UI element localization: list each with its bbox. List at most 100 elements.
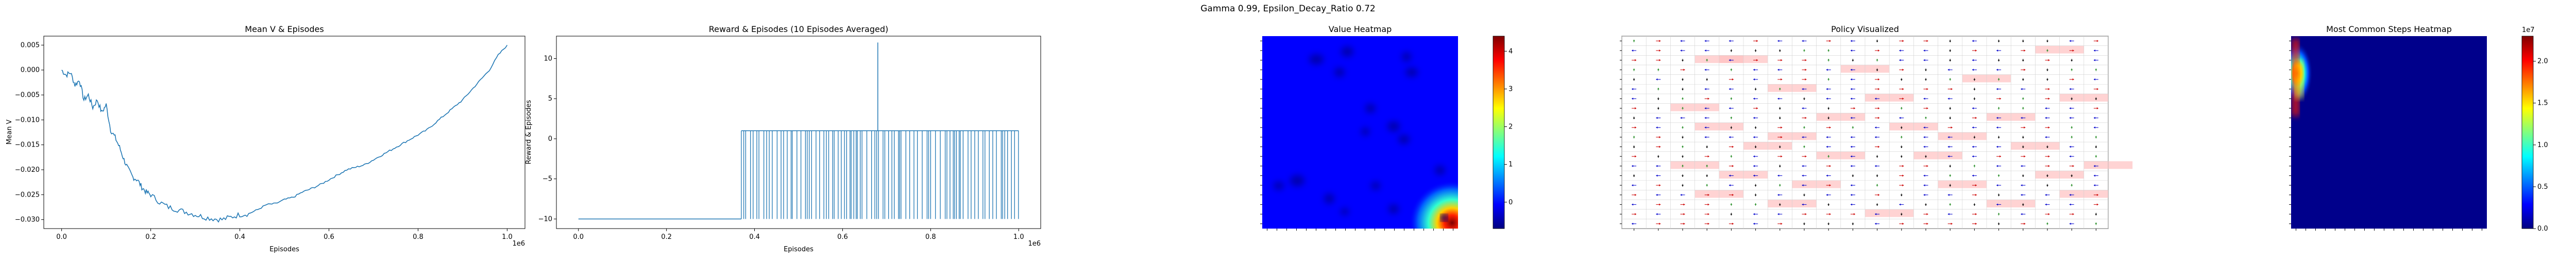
policy-arrowhead-left	[1923, 194, 1925, 196]
policy-arrowhead-down	[1973, 98, 1976, 100]
policy-arrowhead-up	[2095, 155, 2097, 157]
policy-arrowhead-right	[1829, 184, 1831, 187]
policy-arrowhead-right	[2096, 88, 2098, 90]
policy-arrowhead-down	[1827, 204, 1830, 206]
policy-arrowhead-down	[2071, 60, 2073, 62]
policy-arrowhead-left	[1656, 165, 1658, 167]
policy-arrowhead-right	[1781, 136, 1783, 138]
policy-arrowhead-left	[2045, 107, 2047, 109]
mean-v-ytick-label: −0.005	[15, 91, 40, 99]
policy-arrowhead-right	[2048, 155, 2050, 158]
policy-arrowhead-up	[1730, 97, 1733, 99]
policy-arrowhead-left	[1656, 117, 1658, 119]
policy-arrowhead-left	[1923, 126, 1925, 129]
policy-arrowhead-down	[1949, 40, 1952, 42]
policy-arrowhead-left	[1704, 136, 1706, 138]
policy-arrowhead-right	[1781, 78, 1783, 80]
policy-arrowhead-left	[1728, 184, 1731, 187]
policy-arrowhead-down	[1754, 127, 1757, 129]
reward-series	[578, 42, 1019, 220]
policy-arrowhead-up	[2071, 68, 2073, 70]
policy-arrowhead-left	[1728, 174, 1731, 177]
reward-ytick-label: −5	[543, 175, 552, 183]
policy-arrowhead-left	[2045, 136, 2047, 138]
policy-arrowhead-down	[1730, 214, 1733, 216]
policy-arrowhead-up	[2071, 184, 2073, 186]
policy-arrowhead-right	[1975, 49, 1977, 52]
policy-arrowhead-right	[2024, 155, 2026, 158]
reward-x-offset: 1e6	[1028, 240, 1041, 248]
policy-arrowhead-down	[1900, 127, 1903, 129]
policy-arrowhead-up	[1852, 126, 1854, 128]
policy-arrowhead-down	[2046, 146, 2048, 148]
policy-arrowhead-up	[2046, 222, 2048, 224]
policy-arrowhead-down	[1925, 204, 1927, 206]
policy-arrowhead-up	[1730, 155, 1733, 157]
policy-arrowhead-up	[1900, 107, 1903, 109]
policy-title: Policy Visualized	[1831, 24, 1899, 34]
policy-arrowhead-left	[1947, 69, 1950, 71]
policy-arrowhead-down	[1706, 175, 1708, 177]
policy-arrowhead-down	[2022, 146, 2024, 148]
policy-arrowhead-right	[1732, 194, 1734, 196]
policy-arrowhead-left	[1777, 194, 1780, 196]
mean-v-xtick-label: 0.0	[56, 233, 67, 241]
policy-arrowhead-right	[1659, 49, 1661, 52]
policy-arrowhead-right	[1707, 155, 1709, 158]
policy-arrowhead-right	[1805, 213, 1807, 216]
policy-arrowhead-down	[1682, 175, 1684, 177]
value-heatmap-panel: Value Heatmap	[1260, 24, 1513, 231]
policy-arrowhead-down	[1997, 223, 2000, 225]
policy-arrowhead-left	[2093, 184, 2095, 187]
policy-arrowhead-up	[1949, 78, 1952, 80]
policy-arrowhead-up	[1803, 49, 1805, 51]
mean-v-ylabel: Mean V	[6, 120, 13, 145]
policy-arrowhead-right	[1975, 184, 1977, 187]
policy-arrowhead-left	[1875, 98, 1877, 100]
policy-arrowhead-down	[1827, 118, 1830, 120]
policy-arrowhead-left	[1728, 107, 1731, 109]
policy-arrowhead-right	[1635, 155, 1637, 158]
policy-arrowhead-right	[1732, 146, 1734, 148]
policy-arrowhead-left	[1850, 98, 1852, 100]
policy-arrowhead-right	[1926, 213, 1928, 216]
policy-arrowhead-left	[1704, 69, 1706, 71]
policy-arrowhead-left	[1656, 174, 1658, 177]
reward-ytick-label: 10	[544, 55, 552, 63]
policy-arrowhead-left	[1996, 184, 1998, 187]
policy-arrowhead-down	[2022, 175, 2024, 177]
policy-arrowhead-left	[2021, 117, 2023, 119]
policy-arrowhead-up	[1827, 49, 1830, 51]
policy-arrowhead-up	[2095, 222, 2097, 224]
policy-arrowhead-up	[1803, 126, 1805, 128]
policy-arrowhead-down	[2095, 214, 2097, 216]
policy-arrowhead-right	[1878, 117, 1880, 119]
policy-arrowhead-right	[1707, 203, 1709, 206]
mean-v-xtick-label: 0.6	[324, 233, 334, 241]
policy-arrowhead-left	[1632, 222, 1634, 225]
policy-arrowhead-left	[1777, 69, 1780, 71]
policy-arrowhead-left	[1996, 203, 1998, 206]
policy-arrowhead-left	[1704, 88, 1706, 90]
policy-arrowhead-down	[1925, 69, 1927, 71]
policy-arrowhead-right	[1732, 222, 1734, 225]
policy-arrowhead-left	[1972, 146, 1974, 148]
policy-arrowhead-left	[1777, 98, 1780, 100]
policy-arrowhead-up	[1682, 165, 1684, 167]
policy-arrowhead-down	[1876, 204, 1878, 206]
policy-arrowhead-right	[1707, 98, 1709, 100]
policy-arrowhead-down	[1633, 79, 1635, 81]
policy-arrowhead-left	[1753, 136, 1755, 138]
policy-arrowhead-down	[1778, 50, 1781, 52]
policy-arrowhead-right	[1999, 98, 2002, 100]
policy-arrowhead-right	[1805, 155, 1807, 158]
policy-arrowhead-left	[2069, 88, 2071, 90]
policy-arrowhead-down	[1803, 195, 1805, 197]
policy-arrowhead-down	[1925, 79, 1927, 81]
steps-colorbar	[2521, 36, 2534, 229]
mean-v-xtick-label: 1.0	[502, 233, 513, 241]
policy-arrowhead-right	[1975, 194, 1977, 196]
policy-arrowhead-right	[1781, 155, 1783, 158]
policy-arrowhead-right	[1781, 222, 1783, 225]
policy-arrowhead-left	[1753, 174, 1755, 177]
